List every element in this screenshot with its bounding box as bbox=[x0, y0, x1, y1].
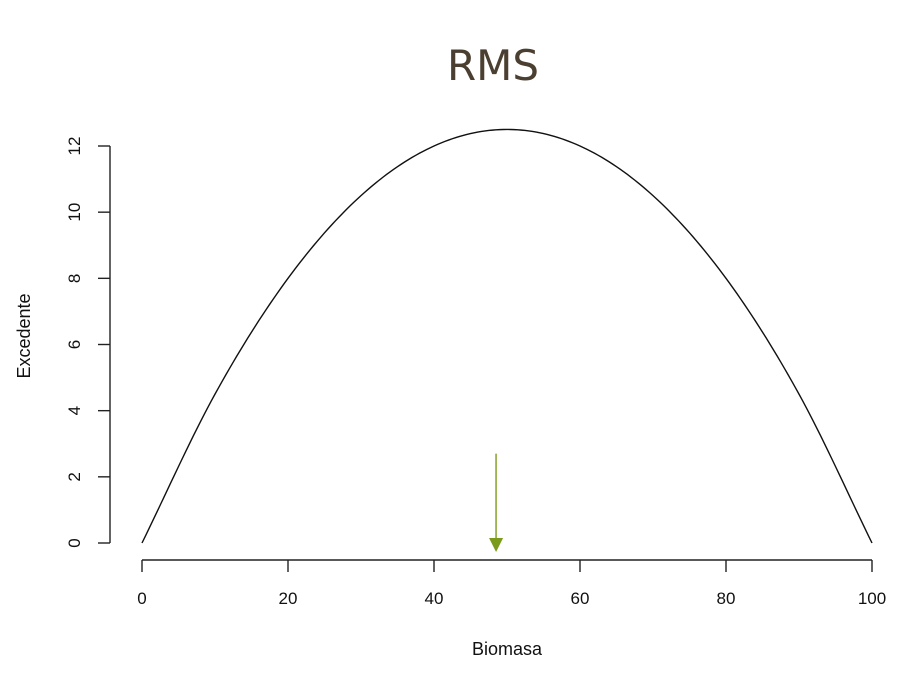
x-tick-label: 60 bbox=[571, 589, 590, 608]
y-tick-label: 6 bbox=[65, 340, 84, 349]
y-tick-label: 8 bbox=[65, 274, 84, 283]
x-tick-label: 0 bbox=[137, 589, 146, 608]
x-tick-label: 80 bbox=[717, 589, 736, 608]
y-axis-ticks: 0 2 4 6 8 10 12 bbox=[65, 137, 110, 548]
annotation-arrow-head bbox=[489, 538, 504, 552]
annotations bbox=[489, 453, 504, 552]
chart-title: RMS bbox=[447, 41, 539, 90]
x-tick-label: 20 bbox=[279, 589, 298, 608]
x-axis-ticks: 0 20 40 60 80 100 bbox=[137, 560, 886, 608]
y-tick-label: 10 bbox=[65, 203, 84, 222]
y-tick-label: 0 bbox=[65, 538, 84, 547]
y-tick-label: 2 bbox=[65, 472, 84, 481]
x-tick-label: 40 bbox=[425, 589, 444, 608]
y-tick-label: 4 bbox=[65, 406, 84, 415]
x-axis-label: Biomasa bbox=[472, 639, 543, 659]
series-line-0 bbox=[141, 128, 873, 544]
y-tick-label: 12 bbox=[65, 137, 84, 156]
x-tick-label: 100 bbox=[858, 589, 886, 608]
y-axis-label: Excedente bbox=[14, 293, 34, 378]
